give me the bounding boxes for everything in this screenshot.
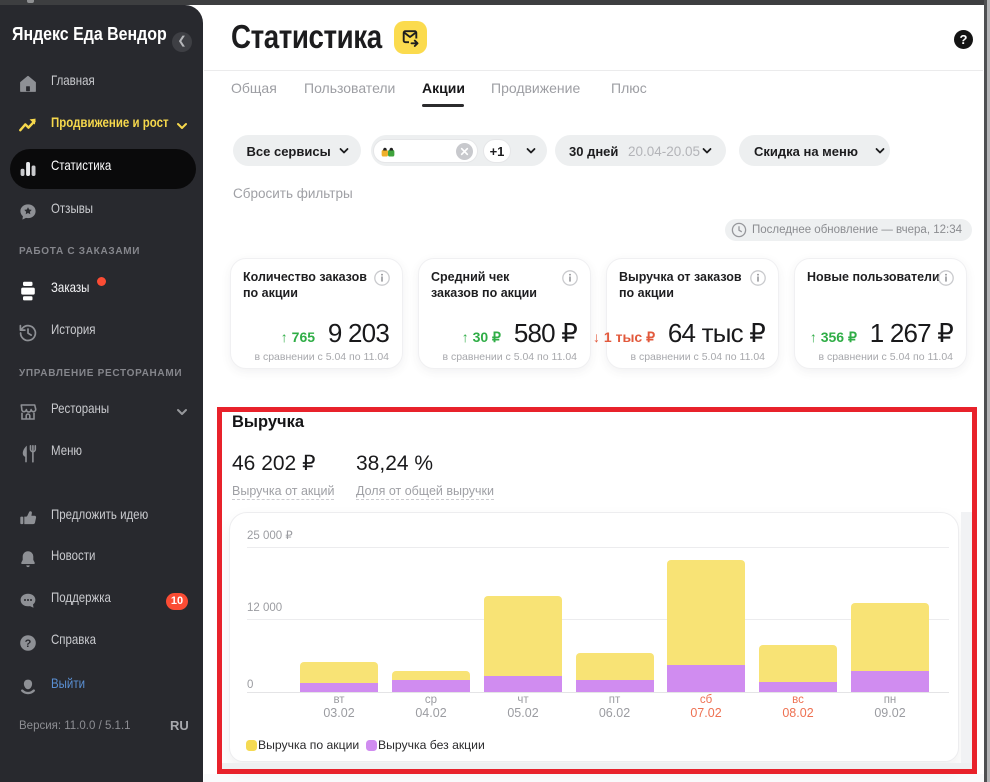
svg-text:?: ? <box>25 638 32 650</box>
